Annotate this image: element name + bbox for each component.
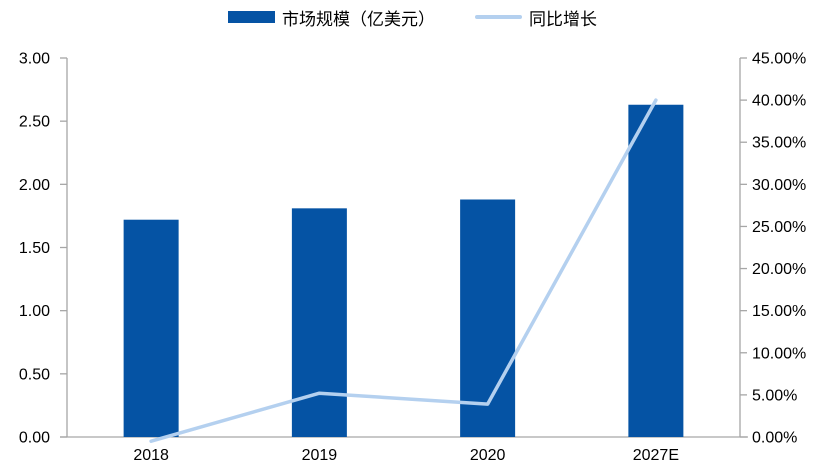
x-axis-label-2018: 2018: [133, 447, 169, 464]
left-axis-tick-label: 2.50: [19, 114, 50, 131]
right-axis-tick-label: 40.00%: [752, 93, 806, 110]
right-axis-tick-label: 0.00%: [752, 430, 797, 447]
x-axis-label-2027E: 2027E: [633, 447, 679, 464]
bar-2020: [460, 199, 516, 437]
legend-label-yoy-growth: 同比增长: [529, 9, 597, 29]
legend-item-yoy-growth: 同比增长: [475, 5, 597, 30]
legend-item-market-size: 市场规模（亿美元）: [228, 5, 435, 30]
left-axis-tick-label: 3.00: [19, 51, 50, 68]
left-axis-tick-label: 1.00: [19, 303, 50, 320]
bar-2018: [123, 219, 179, 437]
left-axis-tick-label: 2.00: [19, 177, 50, 194]
right-axis-tick-label: 5.00%: [752, 387, 797, 404]
right-axis-tick-label: 30.00%: [752, 177, 806, 194]
right-axis-tick-label: 45.00%: [752, 51, 806, 68]
bar-2019: [291, 208, 347, 437]
legend: 市场规模（亿美元） 同比增长: [0, 5, 825, 29]
bar-series-swatch-icon: [228, 11, 275, 23]
right-axis-tick-label: 15.00%: [752, 303, 806, 320]
left-axis-tick-label: 0.00: [19, 430, 50, 447]
x-axis-label-2020: 2020: [470, 447, 506, 464]
right-axis-tick-label: 35.00%: [752, 135, 806, 152]
legend-label-market-size: 市场规模（亿美元）: [282, 9, 435, 29]
right-axis-tick-label: 10.00%: [752, 345, 806, 362]
right-axis-tick-label: 25.00%: [752, 219, 806, 236]
right-axis-tick-label: 20.00%: [752, 261, 806, 278]
line-series-swatch-icon: [475, 15, 522, 19]
left-axis-tick-label: 0.50: [19, 366, 50, 383]
x-axis-label-2019: 2019: [302, 447, 338, 464]
bar-2027E: [628, 104, 684, 437]
yoy-growth-line: [149, 98, 658, 443]
left-axis-tick-label: 1.50: [19, 240, 50, 257]
